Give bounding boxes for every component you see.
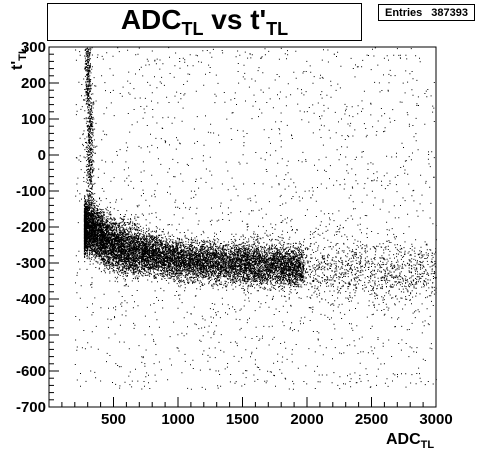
stats-box: Entries 387393 (378, 4, 475, 21)
y-tick-label: -100 (16, 183, 46, 200)
y-tick-label: -200 (16, 219, 46, 236)
x-axis-label: ADCTL (386, 431, 434, 451)
y-tick-label: 300 (21, 39, 46, 56)
x-tick-label: 2000 (290, 411, 323, 428)
y-tick-label: -500 (16, 327, 46, 344)
plot-title-box: ADCTL vs t'TL (47, 3, 362, 41)
y-tick-label: -700 (16, 399, 46, 416)
x-axis: 500 1000 1500 2000 2500 3000 (48, 397, 453, 428)
x-tick-label: 1500 (226, 411, 259, 428)
plot-title: ADCTL vs t'TL (120, 4, 289, 39)
x-tick-label: 3000 (419, 411, 452, 428)
y-tick-label: 200 (21, 75, 46, 92)
y-axis-label: t'TL (9, 47, 29, 70)
x-tick-label: 500 (101, 411, 126, 428)
y-tick-label: -300 (16, 255, 46, 272)
entries-value: 387393 (431, 6, 468, 19)
y-axis: 300 200 100 0 -100 -200 -300 -400 -500 -600 -700 (16, 39, 59, 416)
entries-label: Entries (385, 6, 423, 19)
x-tick-label: 2500 (355, 411, 388, 428)
y-tick-label: -400 (16, 291, 46, 308)
y-tick-label: 0 (38, 147, 46, 164)
y-tick-label: 100 (21, 111, 46, 128)
x-tick-label: 1000 (161, 411, 194, 428)
y-tick-label: -600 (16, 363, 46, 380)
